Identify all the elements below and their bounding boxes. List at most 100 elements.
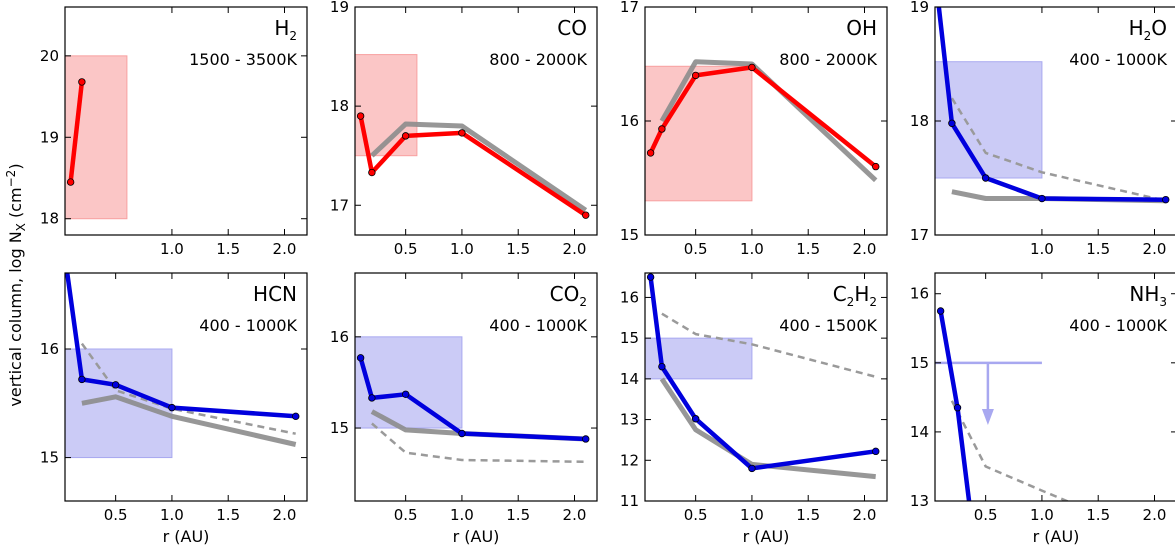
series-gray-line [81, 394, 297, 447]
series-gray-line [659, 377, 876, 480]
x-tick-label: 1.5 [796, 240, 820, 258]
x-tick-label: 1.5 [1086, 240, 1110, 258]
temperature-range: 400 - 1000K [199, 316, 297, 335]
y-tick-label: 14 [910, 423, 929, 441]
data-point [368, 168, 376, 177]
data-point [356, 112, 365, 120]
data-point [981, 174, 990, 182]
panel-0: 1.0 1.5 2.0 18 19 20 H2 1500 - 3500K [40, 6, 308, 258]
x-tick-label: 1.0 [450, 240, 474, 258]
y-tick-label: 15 [620, 226, 639, 244]
x-axis-label: r (AU) [1033, 527, 1080, 546]
x-tick-label: 1.5 [796, 506, 820, 524]
panel-4: 0.5 1.0 1.5 2.0 15 16 HCN 400 - 1000K r (AU) [40, 272, 308, 546]
y-tick-label: 17 [330, 196, 349, 214]
x-tick-label: 1.5 [506, 240, 530, 258]
x-tick-label: 1.5 [506, 506, 530, 524]
temperature-range: 400 - 1000K [489, 316, 587, 335]
series-dashed-line [950, 400, 1070, 501]
y-tick-label: 15 [40, 449, 59, 467]
molecule-title: NH3 [1129, 282, 1167, 309]
data-point [691, 415, 700, 423]
y-tick-label: 18 [330, 97, 349, 115]
panel-6: 0.5 1.0 1.5 2.0 11 12 13 14 15 16 C2H2 400 - 1500K r… [620, 272, 888, 546]
observed-range-box [645, 65, 753, 202]
data-point [948, 119, 956, 127]
data-point [401, 390, 410, 398]
axes-frame [644, 272, 888, 502]
x-tick-label: 1.5 [216, 240, 240, 258]
panel-2: 0.5 1.0 1.5 2.0 15 16 17 OH 800 - 2000K [620, 0, 888, 258]
y-tick-label: 20 [40, 47, 59, 65]
axes-frame [934, 272, 1175, 502]
temperature-range: 800 - 2000K [489, 50, 587, 69]
plot-area [645, 273, 880, 480]
data-point [458, 129, 466, 137]
x-tick-label: 1.0 [160, 240, 184, 258]
plot-area [65, 273, 300, 459]
data-point [368, 394, 376, 402]
series-dashed-line [80, 342, 296, 435]
x-tick-label: 1.0 [1030, 240, 1054, 258]
data-point [111, 381, 120, 389]
y-tick-label: 13 [620, 411, 639, 429]
y-tick-label: 16 [910, 285, 929, 303]
y-tick-label: 19 [40, 128, 59, 146]
y-tick-label: 15 [330, 419, 349, 437]
data-point [168, 403, 176, 412]
plot-area [935, 307, 1070, 501]
axes-frame [64, 272, 308, 502]
axes-frame [64, 6, 308, 236]
plot-area [355, 54, 590, 219]
temperature-range: 1500 - 3500K [189, 50, 297, 69]
data-point [872, 162, 880, 171]
series-dashed-line [661, 312, 877, 379]
y-tick-label: 17 [620, 0, 639, 16]
x-tick-label: 1.0 [160, 506, 184, 524]
data-point [582, 435, 590, 443]
molecule-title: OH [846, 16, 877, 40]
data-point [1162, 195, 1170, 204]
panel-1: 0.5 1.0 1.5 2.0 17 18 19 CO 800 - 2000K [330, 0, 598, 258]
panel-5: 0.5 1.0 1.5 2.0 15 16 CO2 400 - 1000K r (AU) [330, 272, 598, 546]
molecule-title: C2H2 [833, 282, 877, 309]
series-gray-line [370, 121, 588, 213]
x-tick-label: 2.0 [853, 240, 877, 258]
molecule-title: CO2 [550, 282, 587, 309]
plot-area [355, 336, 590, 464]
y-tick-label: 17 [910, 226, 929, 244]
data-point [66, 178, 75, 186]
data-point [748, 464, 756, 473]
y-tick-label: 16 [40, 340, 59, 358]
data-point [748, 63, 756, 72]
x-tick-label: 1.0 [740, 240, 764, 258]
molecule-title: CO [557, 16, 587, 40]
molecule-title: H2O [1129, 16, 1167, 43]
y-tick-label: 19 [910, 0, 929, 16]
x-tick-label: 0.5 [684, 506, 708, 524]
temperature-range: 800 - 2000K [779, 50, 877, 69]
panel-3: 1.0 1.5 2.0 17 18 19 H2O 400 - 1000K [910, 0, 1175, 258]
x-tick-label: 2.0 [273, 506, 297, 524]
y-tick-label: 18 [40, 210, 59, 228]
x-tick-label: 0.5 [394, 506, 418, 524]
x-axis-label: r (AU) [743, 527, 790, 546]
series-gray-line [659, 59, 878, 183]
y-tick-label: 15 [620, 329, 639, 347]
y-tick-label: 11 [620, 492, 639, 510]
observed-range-box [355, 336, 463, 429]
data-point [401, 132, 410, 140]
x-tick-label: 0.5 [104, 506, 128, 524]
x-tick-label: 2.0 [563, 240, 587, 258]
x-tick-label: 2.0 [1143, 506, 1167, 524]
data-point [78, 375, 86, 384]
data-point [953, 404, 962, 412]
plot-area [65, 55, 128, 220]
y-axis-label: vertical column, log NX (cm−2) [4, 163, 28, 406]
y-tick-label: 12 [620, 451, 639, 469]
x-tick-label: 2.0 [853, 506, 877, 524]
axes-frame [354, 6, 598, 236]
data-point [1038, 194, 1046, 203]
panel-7: 0.5 1.0 1.5 2.0 13 14 15 16 NH3 400 - 1000K r (AU) [910, 272, 1175, 546]
series-model-line [68, 81, 85, 183]
